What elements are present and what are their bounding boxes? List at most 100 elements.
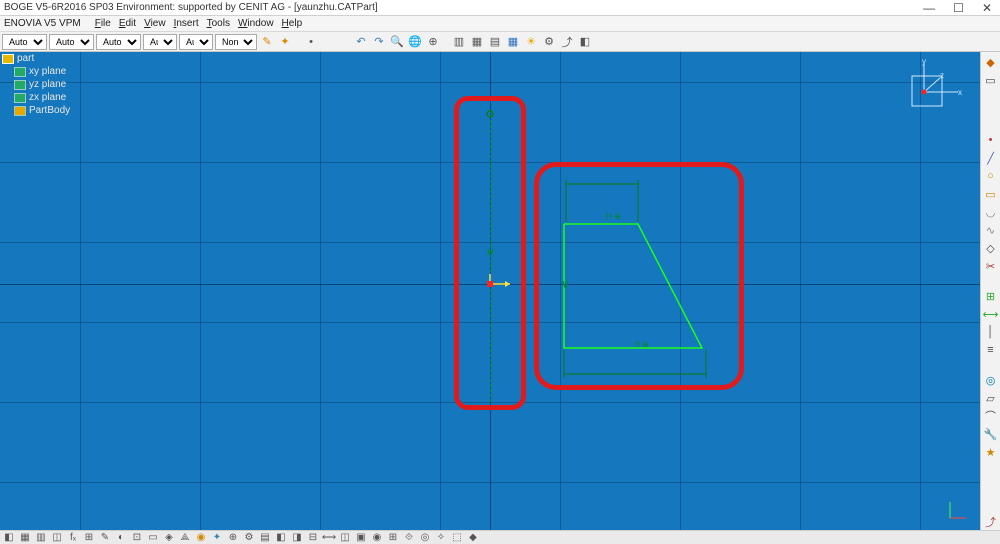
exit-icon[interactable]: ⤴	[983, 514, 999, 530]
search-icon[interactable]: 🔍	[389, 34, 405, 50]
tool-b-icon[interactable]: ✂	[983, 258, 999, 274]
status-icon[interactable]: ◎	[418, 532, 432, 544]
line-icon[interactable]: ╱	[983, 150, 999, 166]
status-icon[interactable]: ⊞	[82, 532, 96, 544]
plane-icon	[14, 93, 26, 103]
status-icon[interactable]: ⊡	[130, 532, 144, 544]
window-title: BOGE V5-6R2016 SP03 Environment: support…	[4, 2, 378, 13]
status-icon[interactable]: ✧	[434, 532, 448, 544]
status-icon[interactable]: ⊕	[226, 532, 240, 544]
tree-item[interactable]: xy plane	[2, 65, 70, 78]
status-icon[interactable]: ⚙	[242, 532, 256, 544]
plane-icon	[14, 67, 26, 77]
globe-icon[interactable]: 🌐	[407, 34, 423, 50]
menu-tools[interactable]: Tools	[207, 18, 230, 29]
brush-icon[interactable]: ✎	[259, 34, 275, 50]
menu-file[interactable]: File	[95, 18, 111, 29]
tool-icon[interactable]: ▭	[983, 72, 999, 88]
combo-2[interactable]: Auto	[49, 34, 94, 50]
status-icon[interactable]: ◧	[2, 532, 16, 544]
menu-edit[interactable]: Edit	[119, 18, 136, 29]
menu-view[interactable]: View	[144, 18, 166, 29]
plane-icon	[14, 80, 26, 90]
combo-3[interactable]: Auto	[96, 34, 141, 50]
status-icon[interactable]: ◈	[162, 532, 176, 544]
gear-icon[interactable]: ⚙	[541, 34, 557, 50]
status-icon[interactable]: ⟐	[402, 532, 416, 544]
undo-icon[interactable]: ↶	[353, 34, 369, 50]
menu-app[interactable]: ENOVIA V5 VPM	[4, 18, 81, 29]
status-icon[interactable]: ▥	[34, 532, 48, 544]
grid-v	[320, 52, 321, 530]
status-icon[interactable]: ◐	[114, 532, 128, 544]
tree-root-label: part	[17, 52, 34, 65]
redo-icon[interactable]: ↷	[371, 34, 387, 50]
star-icon[interactable]: ★	[983, 444, 999, 460]
maximize-button[interactable]: ☐	[953, 1, 964, 15]
status-icon[interactable]: ⊞	[386, 532, 400, 544]
status-icon[interactable]: ▭	[146, 532, 160, 544]
status-icon[interactable]: ▦	[18, 532, 32, 544]
combo-5[interactable]: Aut	[179, 34, 213, 50]
tree-item[interactable]: yz plane	[2, 78, 70, 91]
status-icon[interactable]: ⊟	[306, 532, 320, 544]
status-icon[interactable]: ✦	[210, 532, 224, 544]
minimize-button[interactable]: —	[923, 1, 935, 15]
dim-icon[interactable]: ⟷	[983, 306, 999, 322]
status-icon[interactable]: ◉	[370, 532, 384, 544]
status-icon[interactable]: fₓ	[66, 532, 80, 544]
status-icon[interactable]: ◆	[466, 532, 480, 544]
arc-icon[interactable]: ◡	[983, 204, 999, 220]
constraint-mark: H ⊕	[606, 212, 621, 221]
status-icon[interactable]: ✎	[98, 532, 112, 544]
square-icon[interactable]: ◧	[577, 34, 593, 50]
wrench-icon[interactable]: 🔧	[983, 426, 999, 442]
status-icon[interactable]: ◫	[338, 532, 352, 544]
curve-icon[interactable]: ⌒	[983, 408, 999, 424]
combo-4[interactable]: Aut	[143, 34, 177, 50]
status-icon[interactable]: ⟷	[322, 532, 336, 544]
status-icon[interactable]: ▤	[258, 532, 272, 544]
status-icon[interactable]: ◉	[194, 532, 208, 544]
tree-item[interactable]: zx plane	[2, 91, 70, 104]
constraint-icon[interactable]: ⊞	[983, 288, 999, 304]
menu-insert[interactable]: Insert	[174, 18, 199, 29]
grid-icon[interactable]: ▦	[505, 34, 521, 50]
rect-icon[interactable]: ▭	[983, 186, 999, 202]
combo-6[interactable]: None	[215, 34, 257, 50]
workbench-icon[interactable]: ◆	[983, 54, 999, 70]
status-icon[interactable]: ⬚	[450, 532, 464, 544]
circle-icon[interactable]: ○	[983, 168, 999, 184]
axis-icon[interactable]: │	[983, 324, 999, 340]
box3-icon[interactable]: ▤	[487, 34, 503, 50]
box1-icon[interactable]: ▥	[451, 34, 467, 50]
point-icon[interactable]: •	[983, 132, 999, 148]
close-button[interactable]: ✕	[982, 1, 992, 15]
viewport[interactable]: part xy plane yz plane zx plane PartBody…	[0, 52, 980, 530]
plane-tool-icon[interactable]: ▱	[983, 390, 999, 406]
misc-icon[interactable]: ≡	[983, 342, 999, 358]
tree-item[interactable]: PartBody	[2, 104, 70, 117]
status-icon[interactable]: ◧	[274, 532, 288, 544]
sun-icon[interactable]: ☀	[523, 34, 539, 50]
dot-icon[interactable]: •	[303, 34, 319, 50]
tree-root[interactable]: part	[2, 52, 70, 65]
tool-a-icon[interactable]: ◇	[983, 240, 999, 256]
paint-icon[interactable]: ✦	[277, 34, 293, 50]
arrow-icon[interactable]: ⤴	[559, 34, 575, 50]
zoom-icon[interactable]: ⊕	[425, 34, 441, 50]
sketch-shape[interactable]	[560, 220, 710, 354]
status-icon[interactable]: ◨	[290, 532, 304, 544]
status-icon[interactable]: ▣	[354, 532, 368, 544]
box2-icon[interactable]: ▦	[469, 34, 485, 50]
spline-icon[interactable]: ∿	[983, 222, 999, 238]
status-icon[interactable]: ⟁	[178, 532, 192, 544]
v-label: V	[487, 248, 494, 259]
menu-help[interactable]: Help	[282, 18, 303, 29]
status-icon[interactable]: ◫	[50, 532, 64, 544]
compass[interactable]: x y z	[910, 58, 964, 112]
spec-tree[interactable]: part xy plane yz plane zx plane PartBody	[2, 52, 70, 117]
analyze-icon[interactable]: ◎	[983, 372, 999, 388]
combo-1[interactable]: Auto	[2, 34, 47, 50]
menu-window[interactable]: Window	[238, 18, 274, 29]
